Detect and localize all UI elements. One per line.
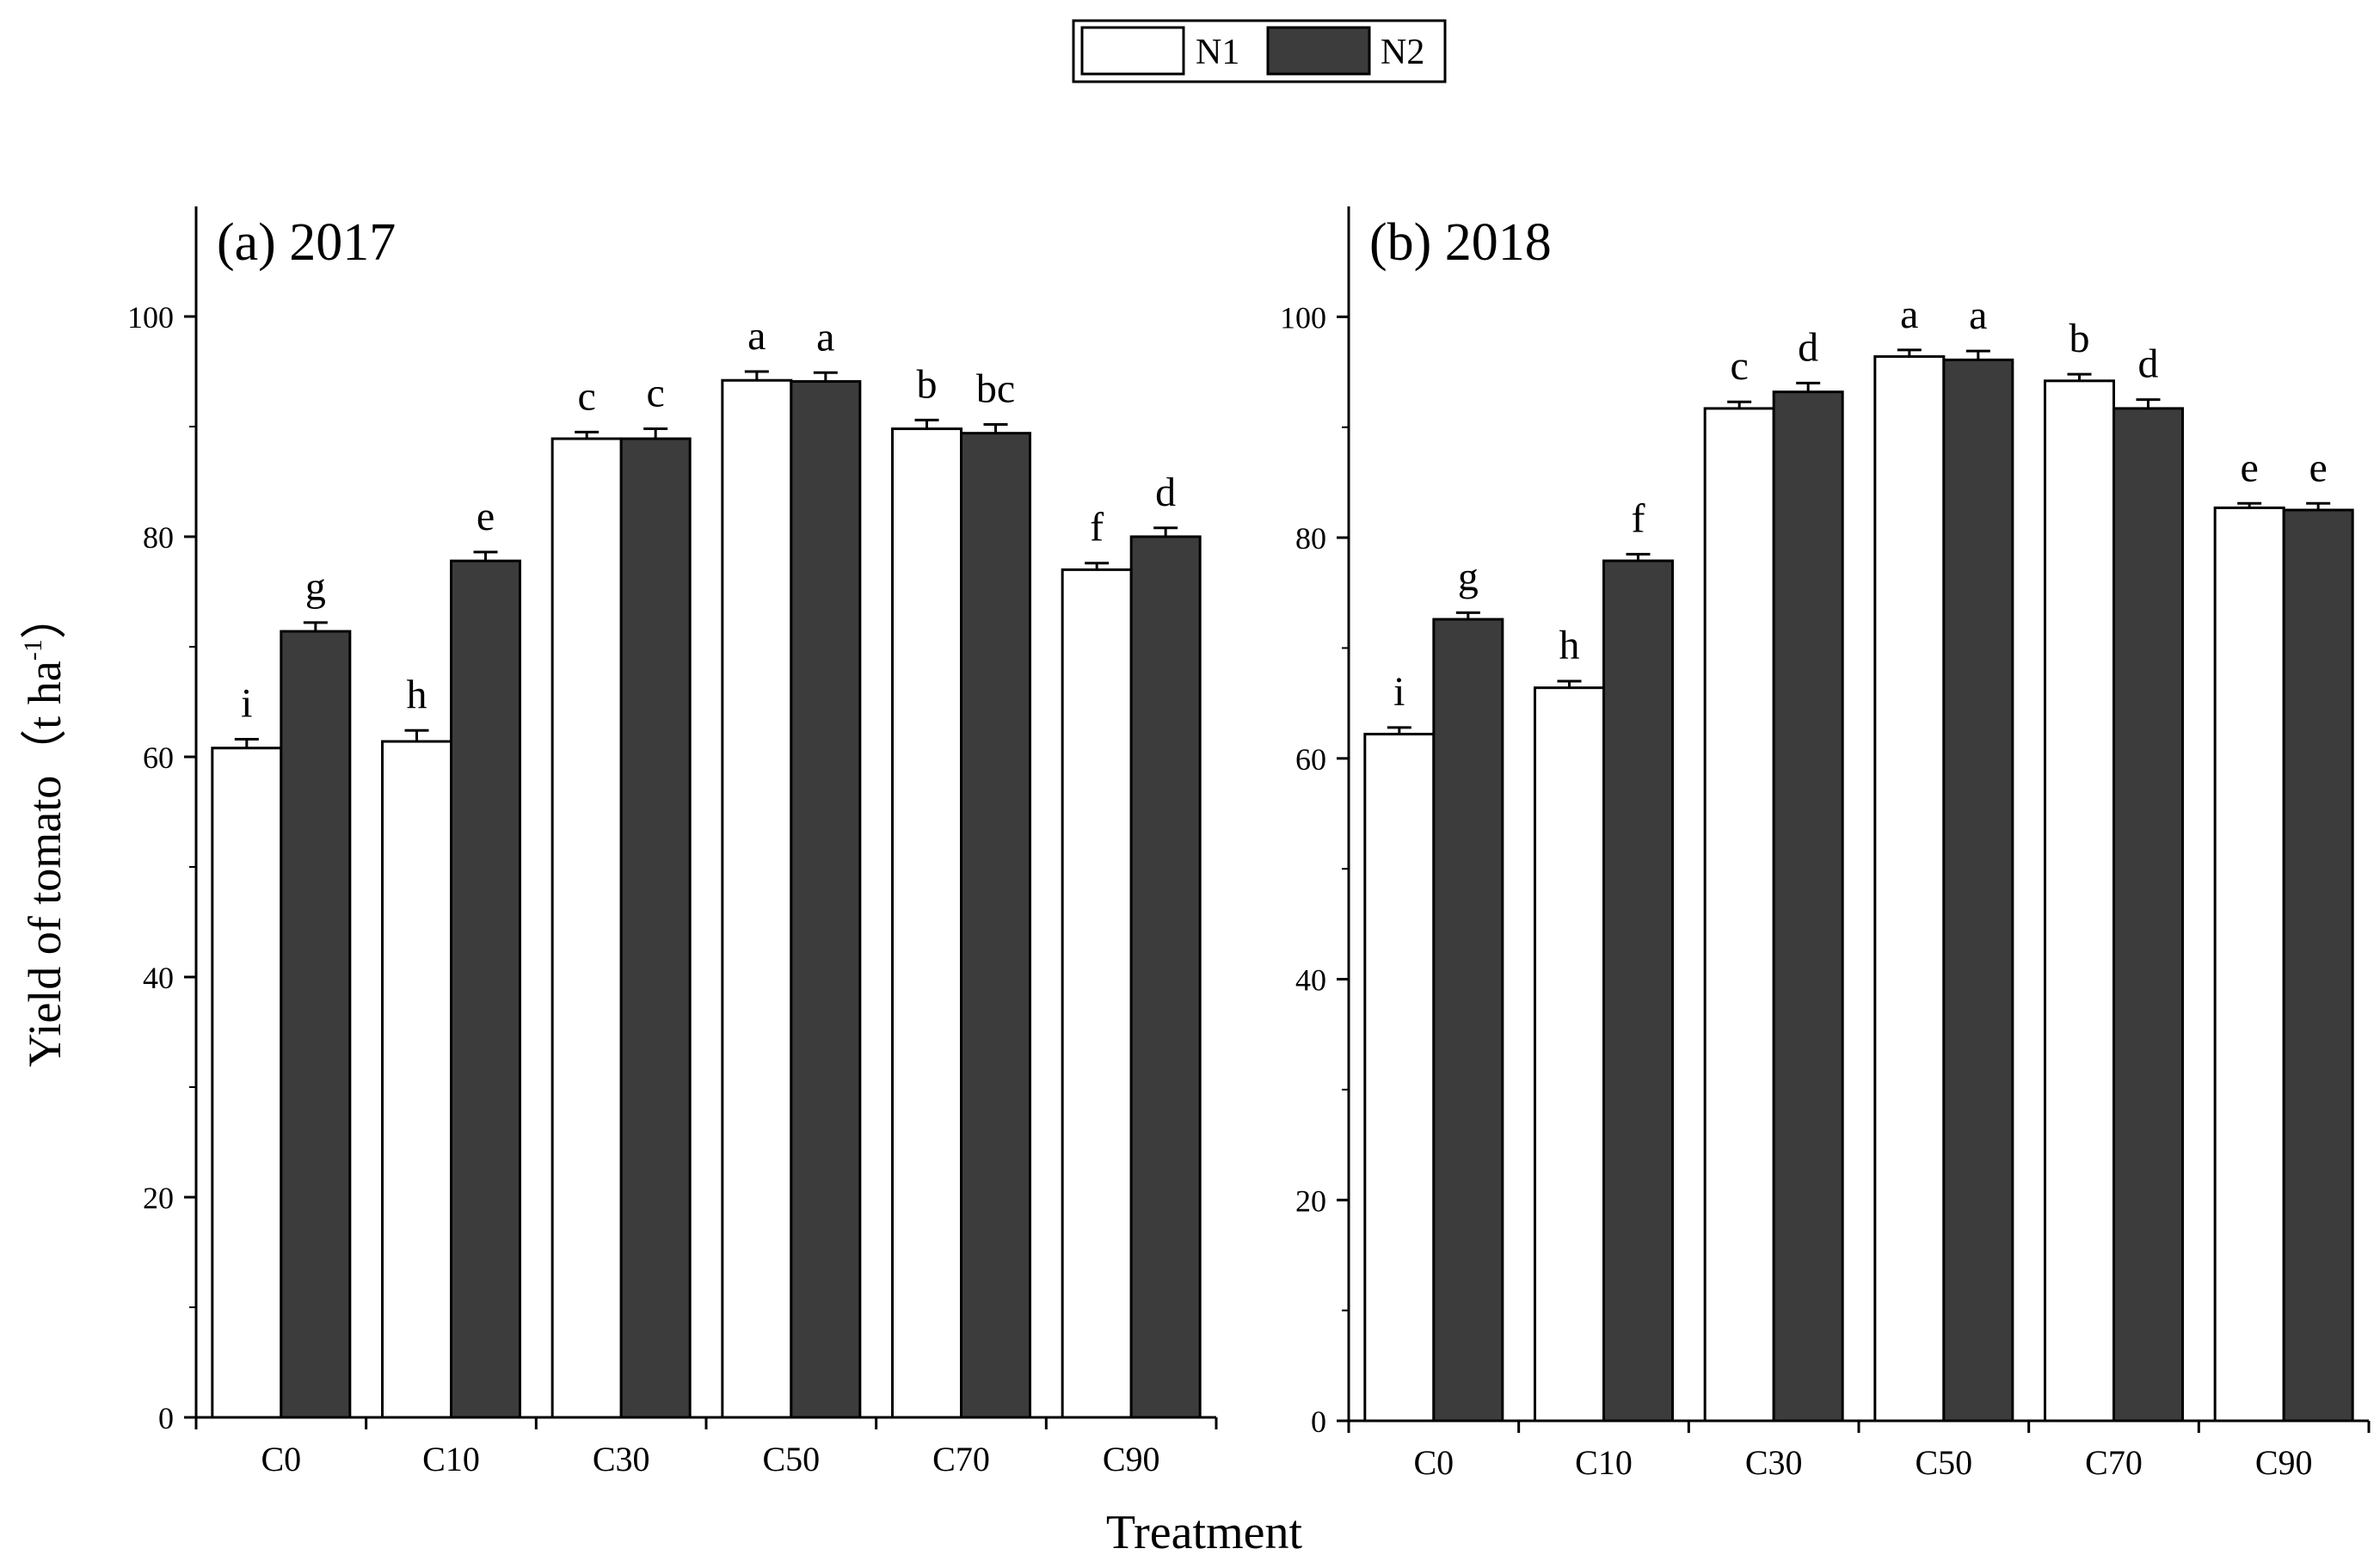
- bar-n2-c90: [1129, 535, 1202, 1419]
- y-tick-label: 100: [127, 300, 174, 335]
- x-axis-label: Treatment: [1106, 1506, 1303, 1559]
- sig-letter-n1-c0: i: [241, 681, 252, 727]
- panel-title: (a) 2017: [217, 213, 396, 272]
- sig-letter-n2-c10: e: [477, 494, 495, 539]
- sig-letter-n1-c70: b: [2069, 316, 2090, 361]
- bar-n1-c50: [721, 378, 793, 1419]
- x-tick-label-c0: C0: [261, 1440, 301, 1478]
- y-tick-label: 80: [1295, 521, 1326, 556]
- x-tick-label-c70: C70: [2085, 1443, 2143, 1482]
- sig-letter-n1-c70: b: [917, 361, 938, 407]
- bar-n1-c50: [1873, 355, 1946, 1423]
- x-tick-label-c30: C30: [593, 1440, 650, 1478]
- bar-n2-c30: [619, 437, 692, 1419]
- bar-n1-c70: [2044, 379, 2115, 1423]
- y-tick-label: 60: [143, 741, 174, 775]
- legend-label-n1: N1: [1196, 33, 1239, 72]
- bar-n2-c30: [1772, 390, 1844, 1423]
- bar-n1-c70: [891, 427, 962, 1419]
- bar-n1-c10: [1534, 686, 1605, 1423]
- panel-2018: i h c a b e g f d a d e 0 20 40 60 80 100 C0 C10 C30 C50 C70 C9…: [1280, 206, 2371, 1482]
- sig-letter-n2-c70: bc: [976, 366, 1015, 411]
- y-tick-label: 0: [158, 1401, 174, 1435]
- x-tick-label-c30: C30: [1745, 1443, 1803, 1482]
- y-tick-label: 100: [1280, 300, 1326, 335]
- bar-n1-c30: [550, 437, 623, 1419]
- sig-letter-n1-c50: a: [747, 313, 766, 359]
- bar-n2-c70: [2112, 407, 2184, 1423]
- sig-letter-n2-c50: a: [1969, 292, 1987, 338]
- sig-letter-n1-c0: i: [1393, 669, 1405, 715]
- legend-swatch-n1: [1080, 26, 1185, 76]
- panel-2017: i h c a b f g e c a bc d 0 20 40 60 80 100 C0 C10 C30 C50 C70 C…: [127, 206, 1218, 1478]
- x-tick-label-c50: C50: [762, 1440, 820, 1478]
- bar-n1-c90: [1061, 568, 1133, 1419]
- sig-letter-n1-c10: h: [1559, 623, 1580, 668]
- bar-n1-c0: [1363, 733, 1436, 1423]
- sig-letter-n2-c10: f: [1632, 495, 1645, 541]
- y-tick-label: 0: [1311, 1404, 1326, 1439]
- x-tick-label-c90: C90: [1103, 1440, 1160, 1478]
- sig-letter-n1-c90: e: [2241, 445, 2259, 490]
- sig-letter-n1-c30: c: [1731, 343, 1749, 389]
- x-tick-label-c50: C50: [1915, 1443, 1972, 1482]
- y-tick-label: 80: [143, 520, 174, 555]
- sig-letter-n2-c90: d: [1155, 470, 1176, 515]
- sig-letter-n1-c90: f: [1090, 505, 1104, 550]
- bar-n1-c90: [2213, 506, 2285, 1423]
- legend: N1 N2: [1072, 19, 1447, 83]
- sig-letter-n1-c50: a: [1900, 292, 1918, 337]
- y-tick-label: 20: [1295, 1183, 1326, 1218]
- x-tick-label-c70: C70: [932, 1440, 990, 1478]
- sig-letter-n2-c30: c: [647, 371, 665, 416]
- sig-letter-n2-c30: d: [1798, 324, 1818, 370]
- y-axis-label: Yield of tomato（t ha-1）: [19, 593, 71, 1066]
- legend-swatch-n2: [1266, 26, 1371, 76]
- y-tick-label: 40: [1295, 963, 1326, 998]
- y-tick-label: 20: [143, 1181, 174, 1215]
- y-tick-label: 40: [143, 961, 174, 995]
- x-tick-label-c10: C10: [422, 1440, 480, 1478]
- panel-title: (b) 2018: [1369, 213, 1552, 272]
- bar-n2-c90: [2282, 508, 2354, 1423]
- bar-n2-c50: [790, 380, 862, 1419]
- sig-letter-n2-c70: d: [2138, 341, 2159, 387]
- sig-letter-n2-c90: e: [2309, 445, 2328, 490]
- bar-n2-c0: [280, 630, 352, 1419]
- bar-n1-c30: [1703, 407, 1775, 1423]
- sig-letter-n2-c0: g: [305, 564, 326, 610]
- bar-n2-c50: [1942, 358, 2014, 1423]
- legend-label-n2: N2: [1381, 33, 1424, 72]
- bar-n2-c70: [960, 432, 1031, 1419]
- sig-letter-n2-c0: g: [1458, 554, 1479, 599]
- bar-n2-c10: [1602, 559, 1674, 1423]
- y-tick-label: 60: [1295, 742, 1326, 777]
- bar-n1-c10: [381, 740, 452, 1419]
- x-tick-label-c90: C90: [2255, 1443, 2313, 1482]
- bar-n2-c0: [1432, 618, 1504, 1423]
- x-tick-label-c0: C0: [1413, 1443, 1454, 1482]
- sig-letter-n1-c10: h: [407, 672, 427, 717]
- bar-n1-c0: [211, 747, 283, 1419]
- x-tick-label-c10: C10: [1575, 1443, 1633, 1482]
- sig-letter-n1-c30: c: [578, 373, 596, 419]
- sig-letter-n2-c50: a: [816, 314, 834, 360]
- bar-n2-c10: [450, 559, 521, 1419]
